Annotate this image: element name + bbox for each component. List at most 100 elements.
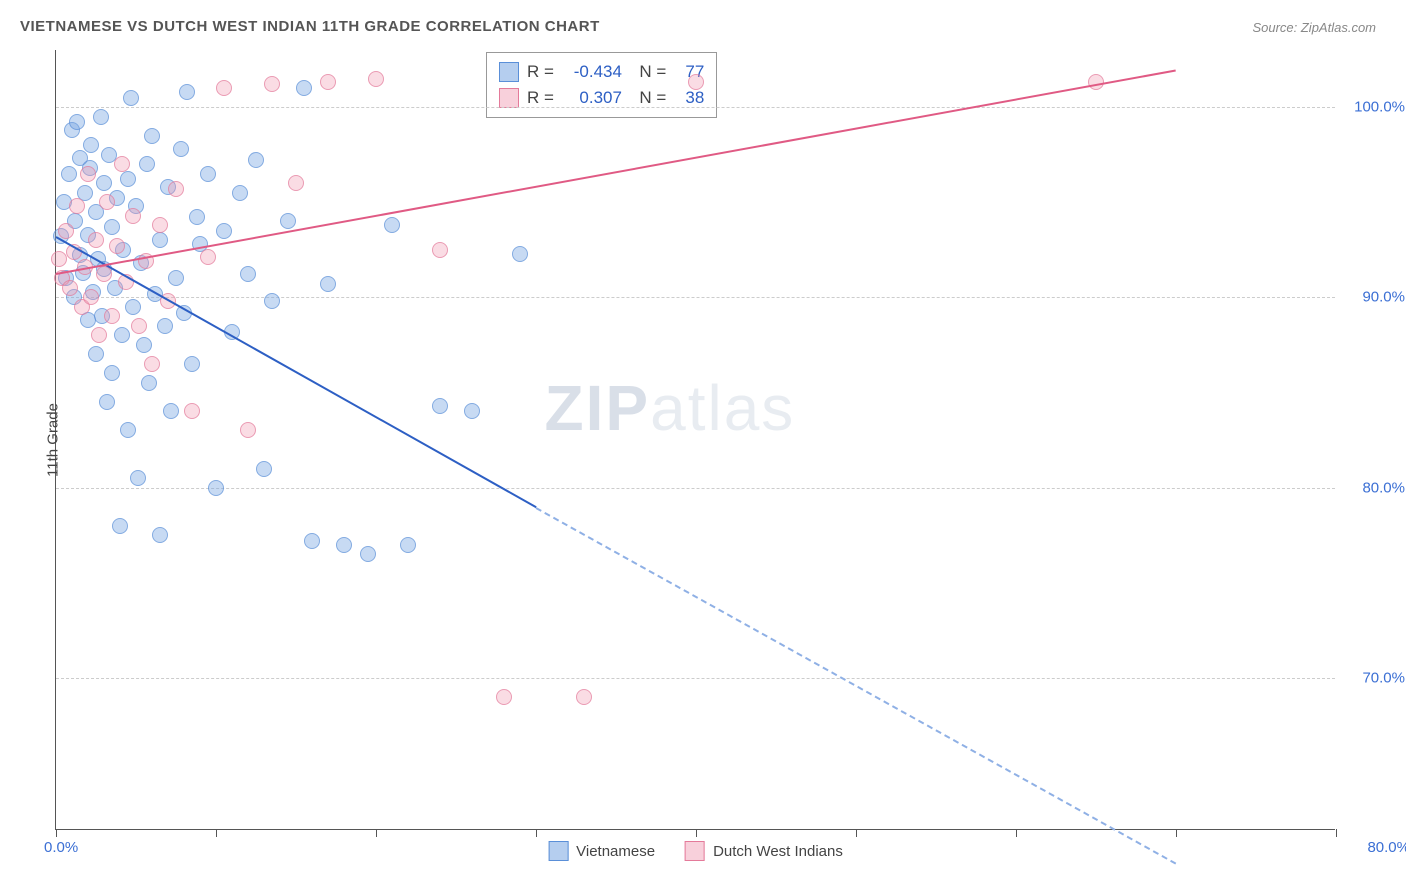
data-point bbox=[141, 375, 157, 391]
data-point bbox=[232, 185, 248, 201]
data-point bbox=[104, 308, 120, 324]
x-tick-label: 80.0% bbox=[1367, 839, 1406, 856]
y-axis-title: 11th Grade bbox=[44, 403, 61, 477]
data-point bbox=[208, 480, 224, 496]
data-point bbox=[58, 223, 74, 239]
n-label: N = bbox=[630, 59, 666, 85]
y-tick-label: 90.0% bbox=[1345, 289, 1405, 306]
data-point bbox=[69, 114, 85, 130]
legend-row-vietnamese: R = -0.434 N = 77 bbox=[499, 59, 704, 85]
gridline bbox=[56, 107, 1335, 108]
data-point bbox=[368, 71, 384, 87]
data-point bbox=[296, 80, 312, 96]
data-point bbox=[144, 356, 160, 372]
x-tick bbox=[696, 829, 697, 837]
data-point bbox=[432, 398, 448, 414]
watermark: ZIPatlas bbox=[545, 371, 796, 445]
source-attribution: Source: ZipAtlas.com bbox=[1252, 20, 1376, 35]
data-point bbox=[512, 246, 528, 262]
data-point bbox=[120, 422, 136, 438]
data-point bbox=[91, 327, 107, 343]
data-point bbox=[360, 546, 376, 562]
gridline bbox=[56, 488, 1335, 489]
data-point bbox=[83, 289, 99, 305]
data-point bbox=[200, 249, 216, 265]
data-point bbox=[157, 318, 173, 334]
data-point bbox=[96, 266, 112, 282]
x-tick bbox=[1176, 829, 1177, 837]
data-point bbox=[69, 198, 85, 214]
x-tick-label: 0.0% bbox=[44, 839, 78, 856]
data-point bbox=[256, 461, 272, 477]
data-point bbox=[184, 403, 200, 419]
x-axis-labels: 0.0%80.0% bbox=[56, 839, 1335, 859]
data-point bbox=[104, 365, 120, 381]
data-point bbox=[109, 238, 125, 254]
data-point bbox=[136, 337, 152, 353]
data-point bbox=[264, 76, 280, 92]
data-point bbox=[88, 232, 104, 248]
data-point bbox=[130, 470, 146, 486]
x-tick bbox=[376, 829, 377, 837]
r-value: -0.434 bbox=[562, 59, 622, 85]
data-point bbox=[152, 217, 168, 233]
data-point bbox=[496, 689, 512, 705]
data-point bbox=[464, 403, 480, 419]
data-point bbox=[62, 280, 78, 296]
x-tick bbox=[856, 829, 857, 837]
data-point bbox=[112, 518, 128, 534]
data-point bbox=[189, 209, 205, 225]
data-point bbox=[304, 533, 320, 549]
data-point bbox=[139, 156, 155, 172]
data-point bbox=[99, 394, 115, 410]
gridline bbox=[56, 297, 1335, 298]
data-point bbox=[688, 74, 704, 90]
gridline bbox=[56, 678, 1335, 679]
data-point bbox=[80, 166, 96, 182]
x-tick bbox=[1016, 829, 1017, 837]
data-point bbox=[152, 527, 168, 543]
data-point bbox=[114, 327, 130, 343]
data-point bbox=[114, 156, 130, 172]
swatch-icon bbox=[499, 88, 519, 108]
data-point bbox=[280, 213, 296, 229]
data-point bbox=[125, 208, 141, 224]
data-point bbox=[152, 232, 168, 248]
x-tick bbox=[536, 829, 537, 837]
data-point bbox=[184, 356, 200, 372]
y-tick-label: 70.0% bbox=[1345, 669, 1405, 686]
data-point bbox=[93, 109, 109, 125]
data-point bbox=[240, 422, 256, 438]
data-point bbox=[96, 175, 112, 191]
chart-title: VIETNAMESE VS DUTCH WEST INDIAN 11TH GRA… bbox=[20, 18, 600, 35]
data-point bbox=[384, 217, 400, 233]
data-point bbox=[131, 318, 147, 334]
data-point bbox=[179, 84, 195, 100]
data-point bbox=[320, 276, 336, 292]
scatter-chart: 11th Grade R = -0.434 N = 77 R = 0.307 N… bbox=[55, 50, 1335, 830]
data-point bbox=[120, 171, 136, 187]
data-point bbox=[51, 251, 67, 267]
data-point bbox=[104, 219, 120, 235]
regression-line bbox=[536, 507, 1177, 864]
data-point bbox=[264, 293, 280, 309]
r-label: R = bbox=[527, 59, 554, 85]
data-point bbox=[248, 152, 264, 168]
data-point bbox=[168, 181, 184, 197]
data-point bbox=[163, 403, 179, 419]
data-point bbox=[61, 166, 77, 182]
data-point bbox=[216, 80, 232, 96]
data-point bbox=[200, 166, 216, 182]
y-tick-label: 100.0% bbox=[1345, 99, 1405, 116]
data-point bbox=[144, 128, 160, 144]
data-point bbox=[173, 141, 189, 157]
swatch-icon bbox=[499, 62, 519, 82]
data-point bbox=[88, 346, 104, 362]
data-point bbox=[99, 194, 115, 210]
x-tick bbox=[56, 829, 57, 837]
data-point bbox=[288, 175, 304, 191]
x-tick bbox=[1336, 829, 1337, 837]
correlation-legend: R = -0.434 N = 77 R = 0.307 N = 38 bbox=[486, 52, 717, 118]
data-point bbox=[123, 90, 139, 106]
data-point bbox=[240, 266, 256, 282]
